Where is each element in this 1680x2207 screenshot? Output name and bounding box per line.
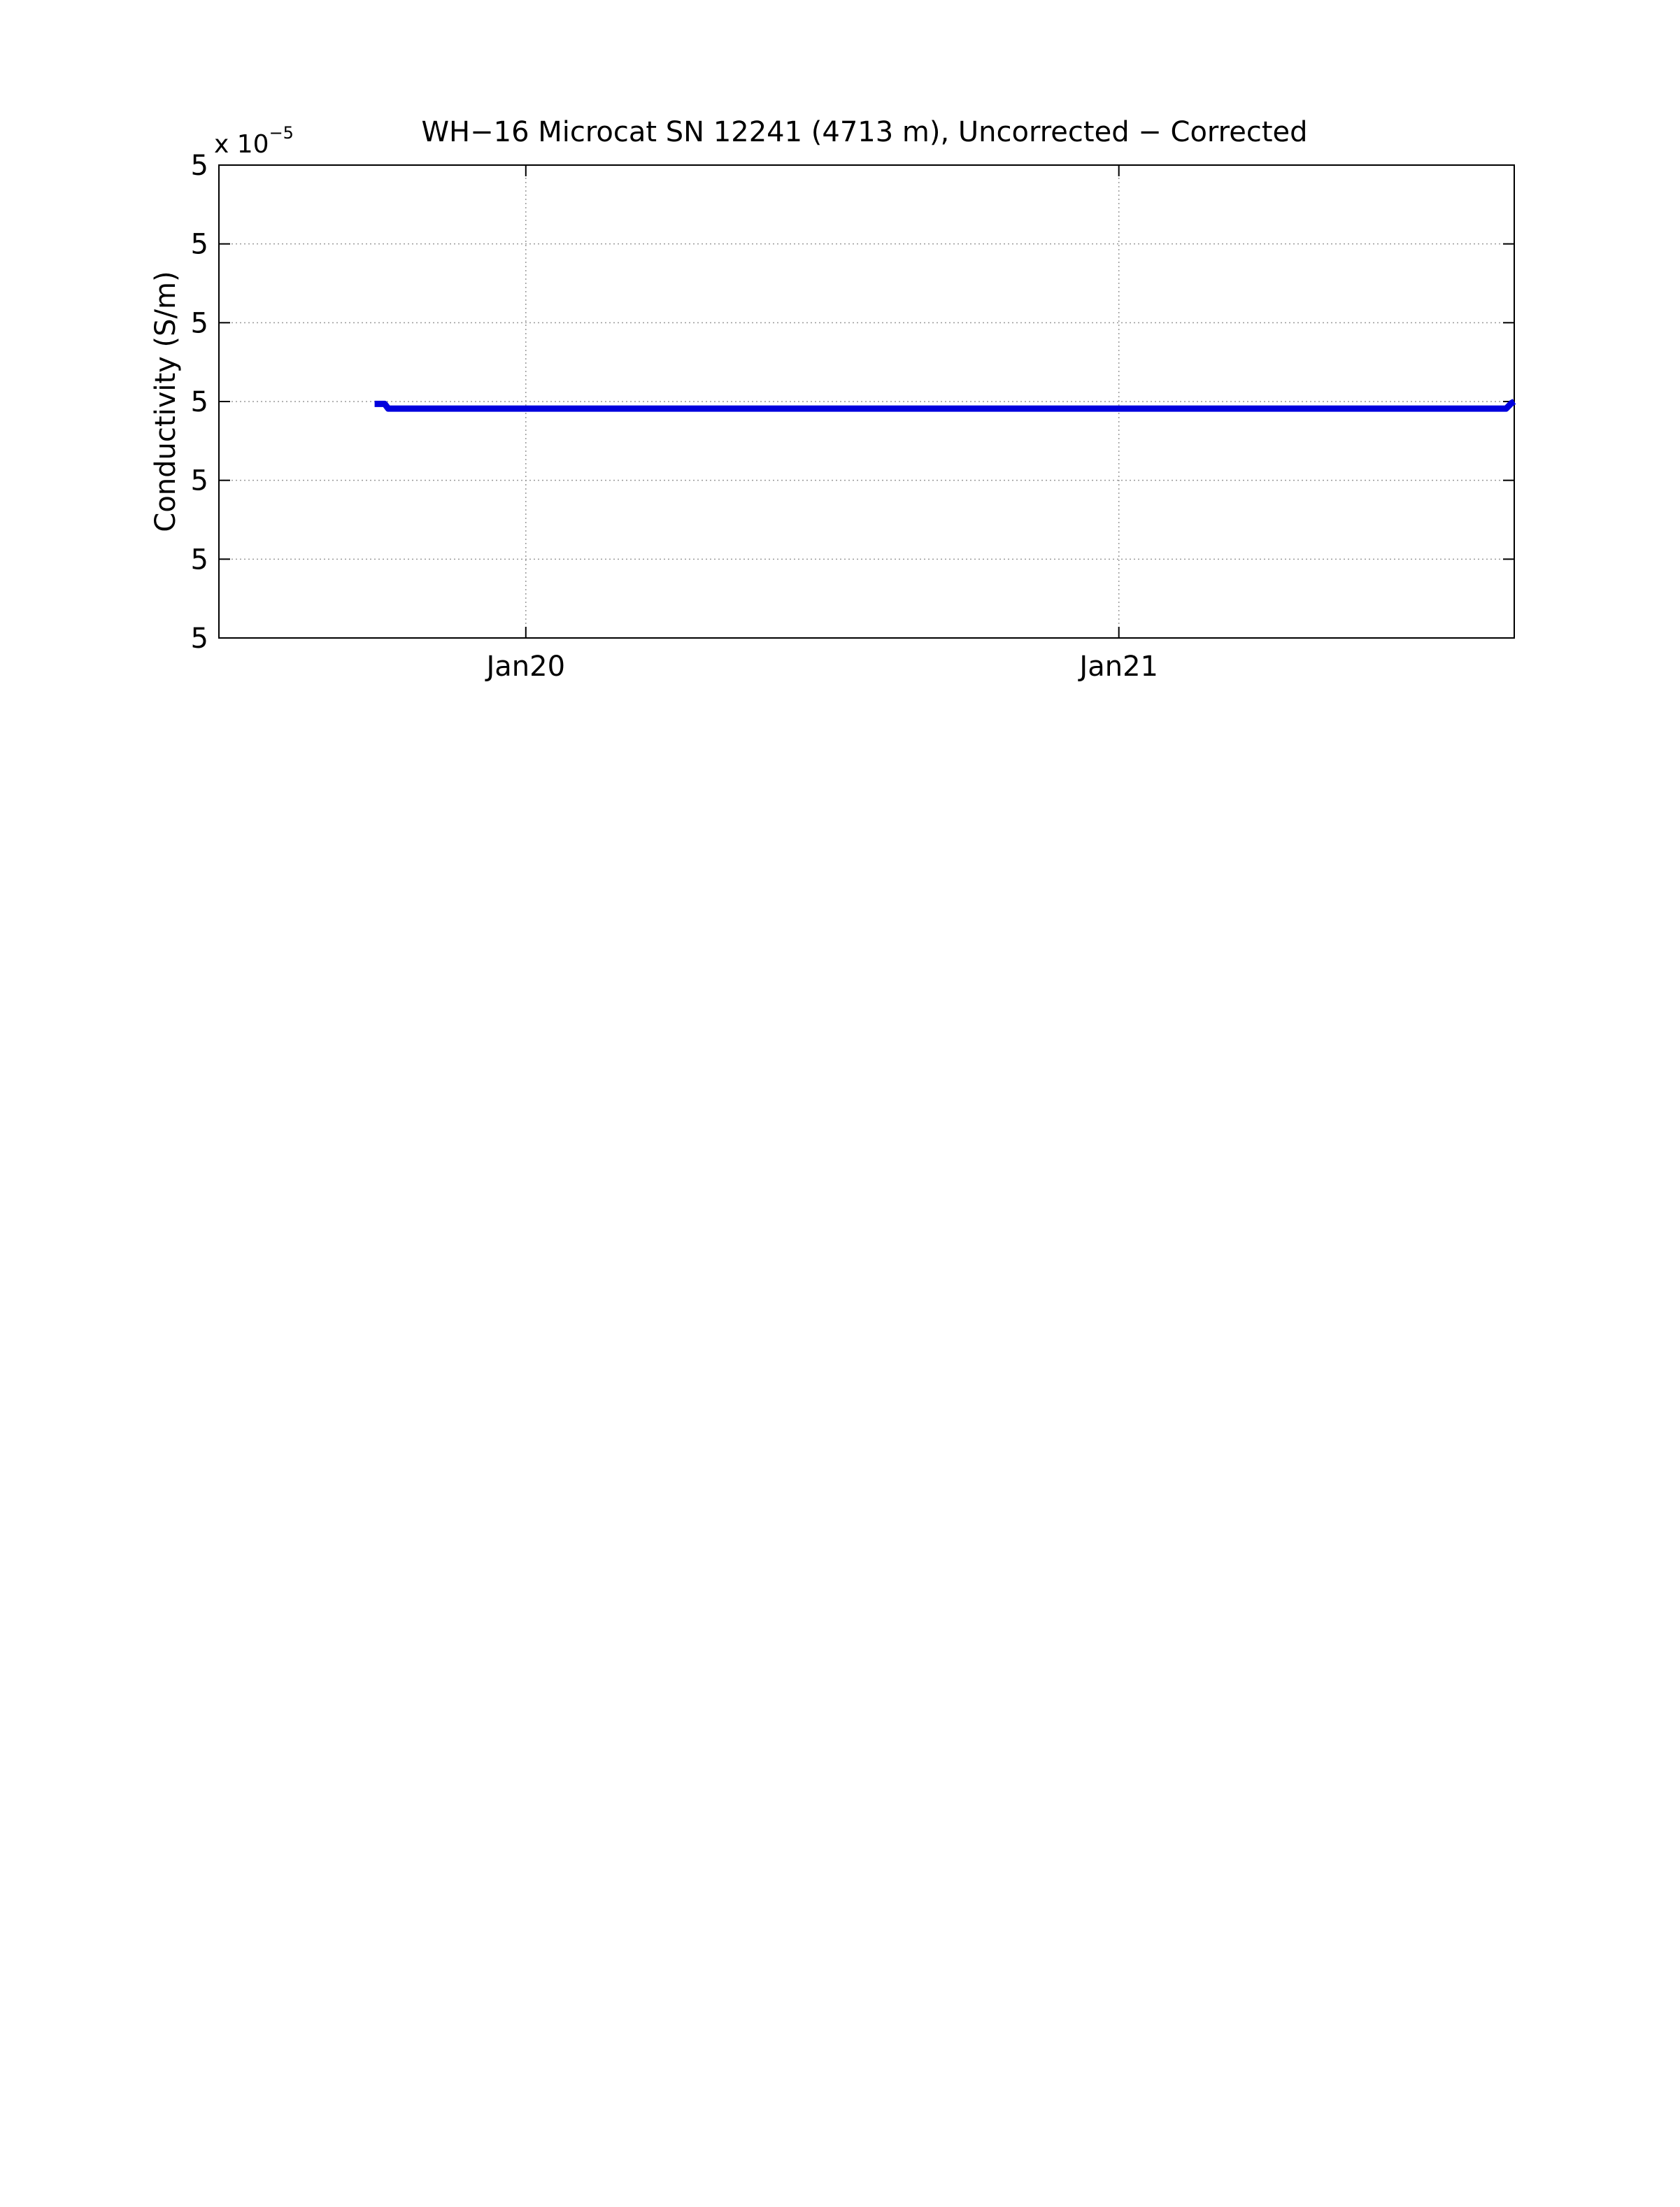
y-axis-exponent-label: x 10−5 (214, 123, 294, 159)
y-tick-label-3: 5 (191, 386, 208, 418)
y-tick-label-4: 5 (191, 307, 208, 339)
y-tick-label-0: 5 (191, 623, 208, 655)
y-axis-label: Conductivity (S/m) (150, 271, 182, 532)
series-line-0 (374, 399, 1516, 412)
x-tick-label-0: Jan20 (485, 651, 566, 683)
grid-lines (219, 165, 1514, 638)
series-layer (374, 399, 1516, 412)
y-tick-label-1: 5 (191, 544, 208, 576)
y-tick-label-6: 5 (191, 150, 208, 182)
tick-labels: 5 5 5 5 5 5 5 Jan20 Jan21 (191, 150, 1158, 683)
y-tick-label-2: 5 (191, 465, 208, 497)
x-tick-label-1: Jan21 (1077, 651, 1158, 683)
chart-title: WH−16 Microcat SN 12241 (4713 m), Uncorr… (421, 116, 1307, 148)
y-tick-label-5: 5 (191, 229, 208, 261)
exponent-power: −5 (269, 123, 294, 143)
exponent-base: x 10 (214, 130, 269, 159)
